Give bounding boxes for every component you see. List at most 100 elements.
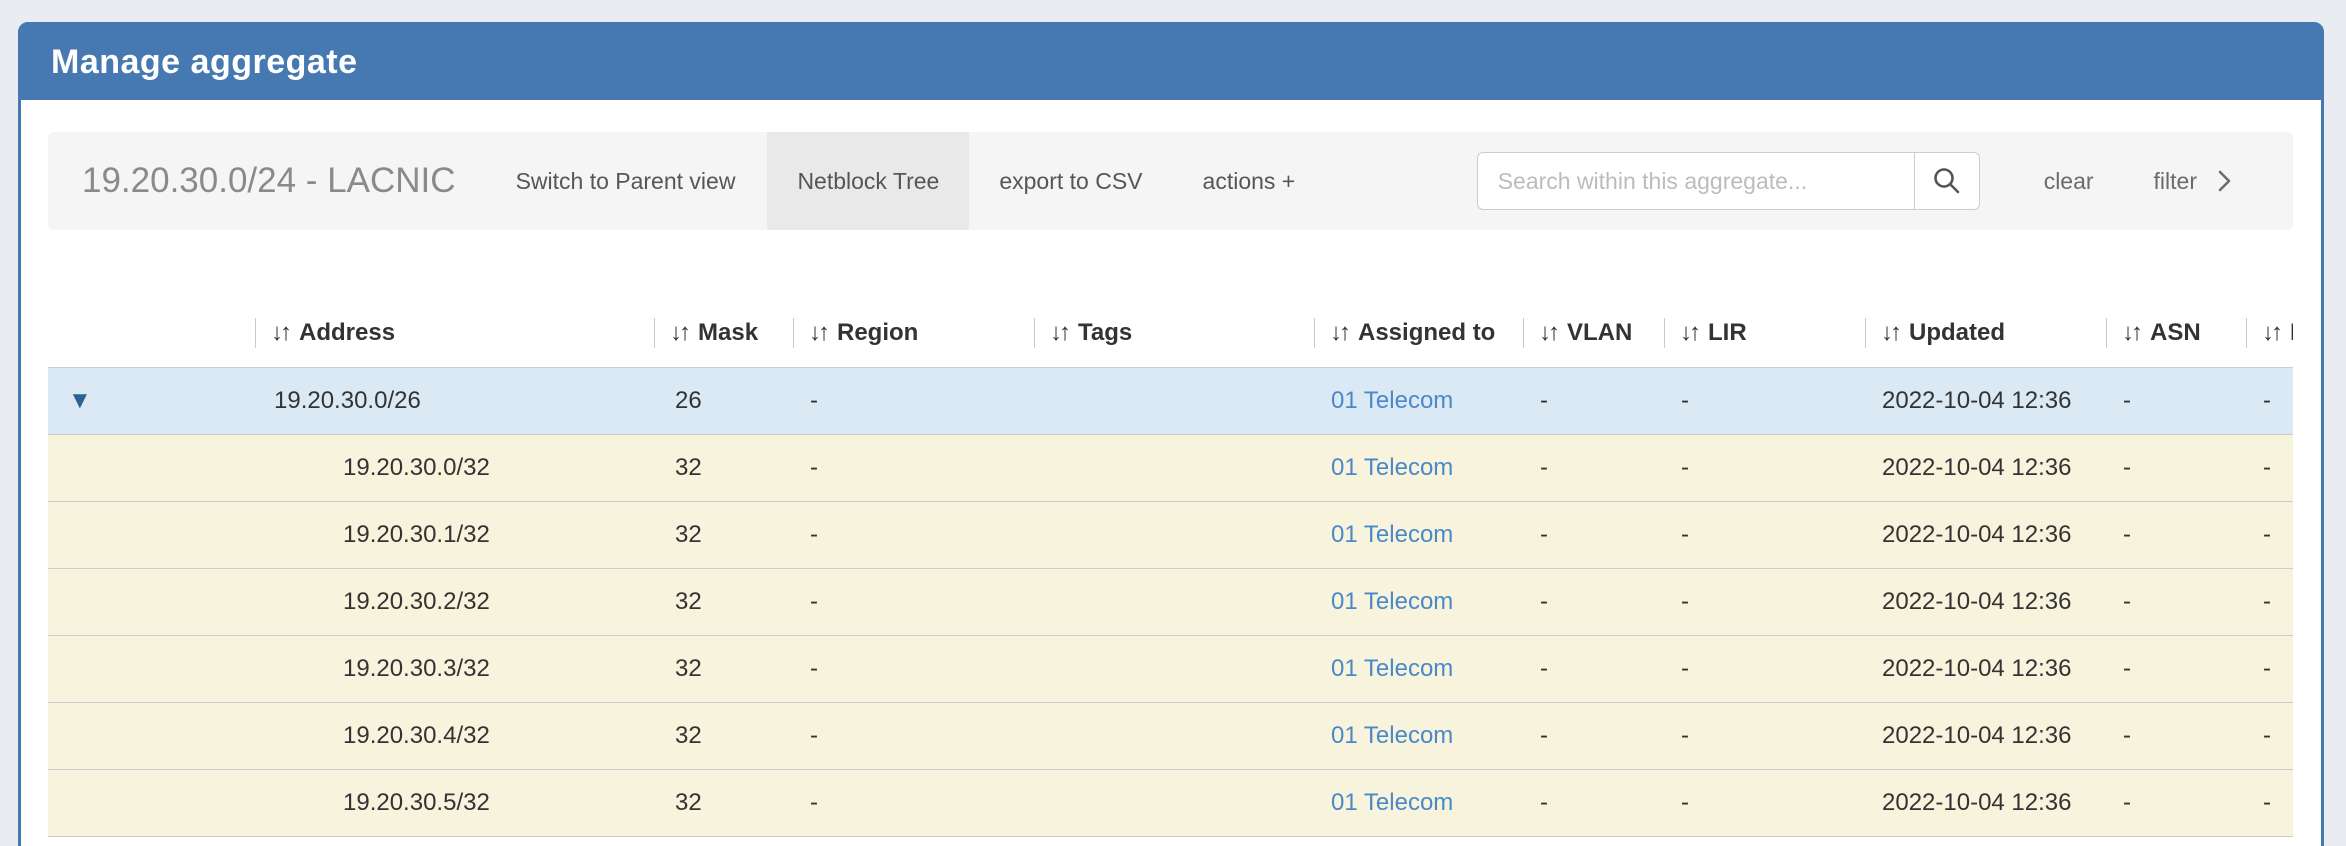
asn-cell: - [2106,367,2246,435]
column-header-asn[interactable]: ↓↑ ASN [2106,300,2246,368]
updated-cell: 2022-10-04 12:36 [1865,568,2106,636]
updated-cell: 2022-10-04 12:36 [1865,769,2106,837]
tags-cell [1034,568,1314,636]
lir-cell: - [1664,635,1865,703]
column-header-updated[interactable]: ↓↑ Updated [1865,300,2106,368]
clear-button[interactable]: clear [2043,167,2094,194]
manage-aggregate-panel: Manage aggregate 19.20.30.0/24 - LACNIC … [18,22,2324,846]
search-group [1476,152,1980,210]
vlan-cell: - [1523,635,1664,703]
sort-icon: ↓↑ [1050,319,1071,347]
filter-label: filter [2153,167,2197,194]
address-cell: 19.20.30.0/26 [255,367,654,435]
column-header-caret [48,300,255,368]
mask-cell: 32 [654,434,793,502]
column-header-clipped[interactable]: ↓↑N [2246,300,2293,368]
asn-cell: - [2106,568,2246,636]
assigned-to-link[interactable]: 01 Telecom [1331,520,1454,548]
assigned-to-link[interactable]: 01 Telecom [1331,721,1454,749]
table-row[interactable]: 19.20.30.0/32 32 - 01 Telecom - - 2022-1… [48,434,2293,502]
mask-cell: 32 [654,501,793,569]
toolbar: 19.20.30.0/24 - LACNIC Switch to Parent … [48,132,2293,230]
region-cell: - [793,367,1034,435]
sort-icon: ↓↑ [271,319,292,347]
assigned-to-link[interactable]: 01 Telecom [1331,453,1454,481]
table-row[interactable]: 19.20.30.4/32 32 - 01 Telecom - - 2022-1… [48,702,2293,770]
netblock-table-container: ↓↑ Address ↓↑ Mask ↓↑ Region ↓↑ Tags ↓↑ Assig… [48,300,2293,837]
assigned-to-cell: 01 Telecom [1314,769,1523,837]
mask-cell: 32 [654,702,793,770]
sort-icon: ↓↑ [2262,319,2283,347]
column-header-mask[interactable]: ↓↑ Mask [654,300,793,368]
sort-icon: ↓↑ [670,319,691,347]
export-to-csv-button[interactable]: export to CSV [999,167,1143,194]
assigned-to-link[interactable]: 01 Telecom [1331,788,1454,816]
table-row[interactable]: 19.20.30.3/32 32 - 01 Telecom - - 2022-1… [48,635,2293,703]
updated-cell: 2022-10-04 12:36 [1865,367,2106,435]
vlan-cell: - [1523,702,1664,770]
address-cell: 19.20.30.0/32 [255,434,654,502]
search-button[interactable] [1913,152,1980,210]
asn-cell: - [2106,434,2246,502]
tags-cell [1034,367,1314,435]
clipped-cell: - [2246,568,2293,636]
table-row[interactable]: ▼ 19.20.30.0/26 26 - 01 Telecom - - 2022… [48,367,2293,435]
table-row[interactable]: 19.20.30.5/32 32 - 01 Telecom - - 2022-1… [48,769,2293,837]
region-cell: - [793,434,1034,502]
updated-cell: 2022-10-04 12:36 [1865,635,2106,703]
column-header-vlan[interactable]: ↓↑ VLAN [1523,300,1664,368]
region-cell: - [793,568,1034,636]
collapse-row-icon[interactable]: ▼ [68,386,92,414]
clipped-cell: - [2246,635,2293,703]
asn-cell: - [2106,769,2246,837]
aggregate-title: 19.20.30.0/24 - LACNIC [82,161,456,200]
sort-icon: ↓↑ [1680,319,1701,347]
assigned-to-cell: 01 Telecom [1314,367,1523,435]
switch-to-parent-view-button[interactable]: Switch to Parent view [515,167,736,194]
column-header-tags[interactable]: ↓↑ Tags [1034,300,1314,368]
sort-icon: ↓↑ [1539,319,1560,347]
vlan-cell: - [1523,434,1664,502]
search-input[interactable] [1476,152,1914,210]
column-header-address[interactable]: ↓↑ Address [255,300,654,368]
assigned-to-cell: 01 Telecom [1314,702,1523,770]
tags-cell [1034,501,1314,569]
vlan-cell: - [1523,367,1664,435]
region-cell: - [793,635,1034,703]
actions-menu-button[interactable]: actions + [1202,167,1296,194]
assigned-to-link[interactable]: 01 Telecom [1331,587,1454,615]
region-cell: - [793,702,1034,770]
panel-header: Manage aggregate [21,25,2321,100]
tags-cell [1034,434,1314,502]
mask-cell: 32 [654,568,793,636]
table-row[interactable]: 19.20.30.1/32 32 - 01 Telecom - - 2022-1… [48,501,2293,569]
assigned-to-cell: 01 Telecom [1314,568,1523,636]
sort-icon: ↓↑ [2122,319,2143,347]
vlan-cell: - [1523,501,1664,569]
column-header-assigned-to[interactable]: ↓↑ Assigned to [1314,300,1523,368]
mask-cell: 32 [654,769,793,837]
region-cell: - [793,501,1034,569]
assigned-to-link[interactable]: 01 Telecom [1331,654,1454,682]
netblock-tree-button[interactable]: Netblock Tree [767,132,970,230]
table-header-row: ↓↑ Address ↓↑ Mask ↓↑ Region ↓↑ Tags ↓↑ Assig… [48,300,2293,368]
filter-button[interactable]: filter [2154,167,2237,195]
mask-cell: 32 [654,635,793,703]
clipped-cell: - [2246,367,2293,435]
mask-cell: 26 [654,367,793,435]
region-cell: - [793,769,1034,837]
tags-cell [1034,635,1314,703]
table-row[interactable]: 19.20.30.2/32 32 - 01 Telecom - - 2022-1… [48,568,2293,636]
column-header-lir[interactable]: ↓↑ LIR [1664,300,1865,368]
column-header-region[interactable]: ↓↑ Region [793,300,1034,368]
chevron-right-icon [2211,167,2237,195]
address-cell: 19.20.30.4/32 [255,702,654,770]
lir-cell: - [1664,501,1865,569]
address-cell: 19.20.30.2/32 [255,568,654,636]
asn-cell: - [2106,501,2246,569]
search-icon [1933,168,1959,194]
clipped-cell: - [2246,769,2293,837]
assigned-to-link[interactable]: 01 Telecom [1331,386,1454,414]
tags-cell [1034,702,1314,770]
lir-cell: - [1664,702,1865,770]
